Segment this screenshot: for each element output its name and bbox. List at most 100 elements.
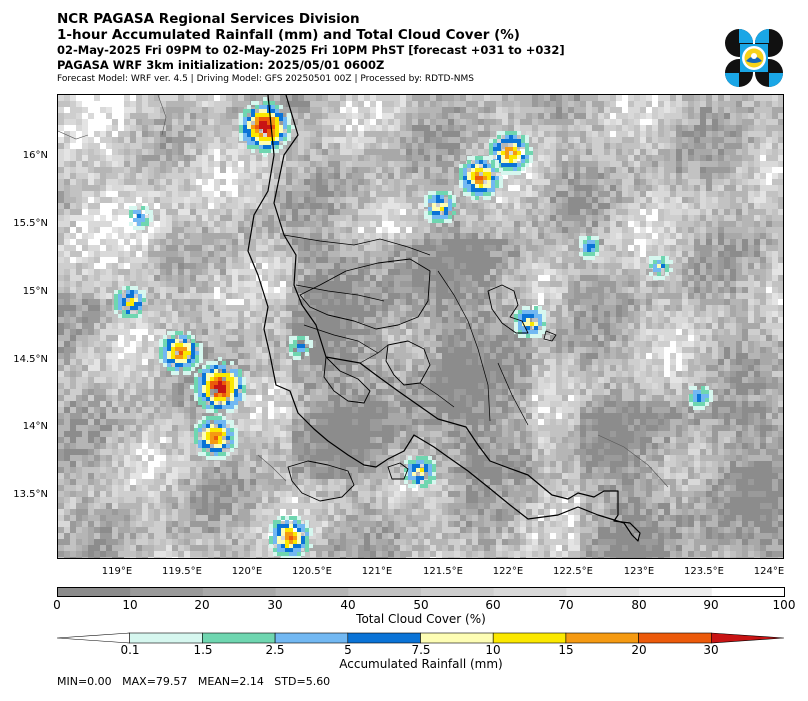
cloud-cell	[610, 275, 616, 281]
cloud-cell	[658, 185, 664, 191]
cloud-cell	[370, 101, 376, 107]
cloud-cell	[610, 287, 616, 293]
cloud-cell	[616, 233, 622, 239]
cloud-cell	[184, 101, 190, 107]
cloud-cell	[82, 107, 88, 113]
cloud-cell	[670, 335, 676, 341]
cloud-cell	[358, 299, 364, 305]
cloud-cell	[316, 245, 322, 251]
cloud-cell	[160, 203, 166, 209]
cloud-cell	[670, 113, 676, 119]
cloud-cell	[130, 323, 136, 329]
cloud-cell	[286, 197, 292, 203]
cloud-cell	[556, 281, 562, 287]
cloud-cell	[76, 203, 82, 209]
cloud-cell	[556, 275, 562, 281]
cloud-cell	[106, 341, 112, 347]
cloud-cell	[544, 281, 550, 287]
cloud-cell	[454, 197, 460, 203]
cloud-cell	[478, 95, 484, 101]
cloud-cell	[172, 287, 178, 293]
cloud-cell	[706, 335, 712, 341]
cloud-cell	[490, 293, 496, 299]
cloud-cell	[202, 287, 208, 293]
cloud-cell	[490, 323, 496, 329]
cloud-cell	[148, 317, 154, 323]
cloud-cell	[196, 131, 202, 137]
cloud-cell	[238, 149, 244, 155]
cloud-cell	[646, 299, 652, 305]
cloud-cell	[118, 317, 124, 323]
cloud-cell	[730, 167, 736, 173]
cloud-cell	[736, 239, 742, 245]
cloud-cell	[556, 257, 562, 263]
cloud-cell	[250, 197, 256, 203]
cloud-cell	[214, 125, 220, 131]
cloud-cell	[340, 191, 346, 197]
cloud-cell	[208, 233, 214, 239]
cloud-cell	[340, 251, 346, 257]
cloud-cell	[76, 263, 82, 269]
cloud-cell	[322, 179, 328, 185]
cloud-cell	[178, 275, 184, 281]
cloud-cell	[424, 173, 430, 179]
cloud-cell	[778, 173, 783, 179]
cloud-cell	[658, 299, 664, 305]
cloud-cell	[208, 335, 214, 341]
cloud-cell	[370, 317, 376, 323]
cloud-cell	[136, 101, 142, 107]
cloud-cell	[106, 275, 112, 281]
cloud-cell	[70, 293, 76, 299]
cloud-cell	[682, 113, 688, 119]
cloud-cell	[316, 203, 322, 209]
cloud-cell	[610, 227, 616, 233]
cloud-cell	[754, 197, 760, 203]
cloud-cell	[628, 101, 634, 107]
cloud-cell	[130, 317, 136, 323]
cloud-cell	[532, 113, 538, 119]
cloud-cell	[406, 107, 412, 113]
cloud-cell	[436, 317, 442, 323]
cloud-cell	[442, 293, 448, 299]
cloud-cell	[478, 149, 484, 155]
cloud-cell	[592, 317, 598, 323]
cloud-cell	[586, 221, 592, 227]
cloud-cell	[412, 179, 418, 185]
cloud-cell	[100, 161, 106, 167]
cloud-cell	[82, 329, 88, 335]
cloud-cell	[634, 125, 640, 131]
cloud-cell	[610, 341, 616, 347]
cloud-cell	[646, 311, 652, 317]
cloud-cell	[688, 179, 694, 185]
cloud-cell	[214, 209, 220, 215]
cloud-cell	[238, 251, 244, 257]
cloud-cell	[382, 191, 388, 197]
cloud-cell	[214, 131, 220, 137]
cloud-cell	[334, 323, 340, 329]
cloud-cell	[658, 173, 664, 179]
cloud-cell	[286, 209, 292, 215]
cloud-cell	[130, 269, 136, 275]
cloud-cell	[310, 227, 316, 233]
cloud-cell	[706, 191, 712, 197]
cloud-cell	[70, 215, 76, 221]
cloud-cell	[370, 305, 376, 311]
cloud-cell	[514, 95, 520, 101]
cloud-cell	[628, 335, 634, 341]
cloud-cell	[160, 161, 166, 167]
cloud-cell	[202, 239, 208, 245]
cloud-cell	[322, 257, 328, 263]
cloud-cell	[640, 185, 646, 191]
cloud-cell	[514, 293, 520, 299]
cloud-cell	[466, 227, 472, 233]
cloud-cell	[178, 305, 184, 311]
cloud-cell	[418, 215, 424, 221]
cloud-cell	[400, 95, 406, 101]
cloud-cell	[646, 239, 652, 245]
cloud-cell	[148, 263, 154, 269]
cloud-cell	[640, 101, 646, 107]
cloud-cell	[742, 257, 748, 263]
cloud-cell	[478, 131, 484, 137]
cloud-cell	[394, 203, 400, 209]
cloud-cell	[436, 131, 442, 137]
